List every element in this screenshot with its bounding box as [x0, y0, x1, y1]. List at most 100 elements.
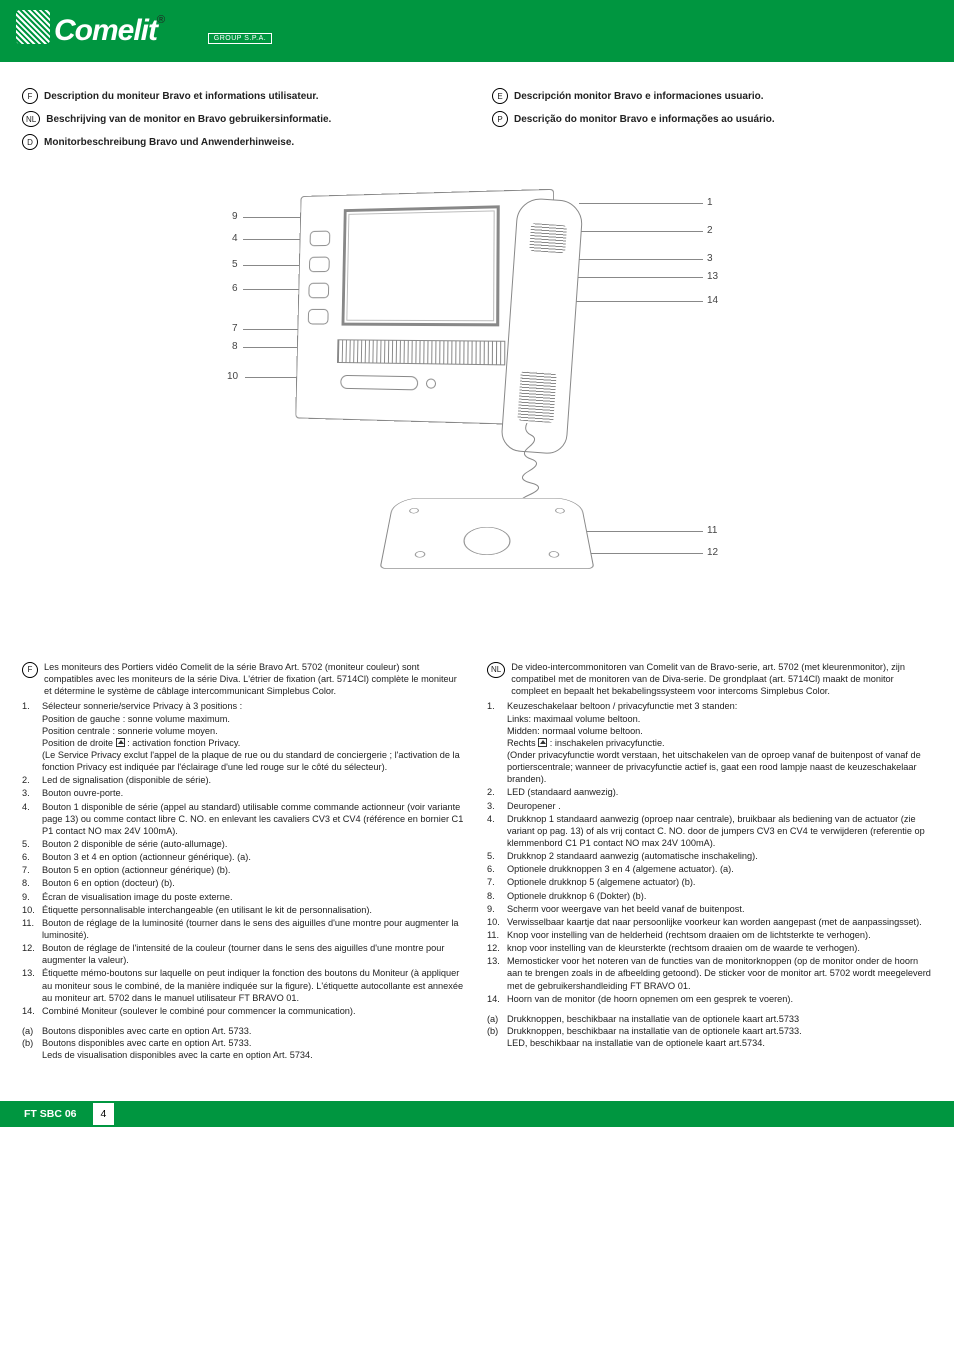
item-text: knop voor instelling van de kleursterkte…	[507, 943, 860, 953]
callout-label: 4	[232, 233, 238, 244]
title-line: NLBeschrijving van de monitor en Bravo g…	[22, 111, 462, 127]
brand-sub: GROUP S.P.A.	[208, 33, 272, 44]
item-text: Hoorn van de monitor (de hoorn opnemen o…	[507, 994, 793, 1004]
item-text: Bouton 6 en option (docteur) (b).	[42, 878, 175, 888]
callout-label: 1	[707, 197, 713, 208]
lang-badge: F	[22, 88, 38, 104]
callout-label: 7	[232, 323, 238, 334]
footnote-text: Drukknoppen, beschikbaar na installatie …	[507, 1014, 799, 1024]
speaker-grille	[337, 339, 505, 365]
item-text: Verwisselbaar kaartje dat naar persoonli…	[507, 917, 922, 927]
intro-text: De video-intercommonitoren van Comelit v…	[511, 661, 932, 697]
list-item: 11.Bouton de réglage de la luminosité (t…	[42, 917, 467, 941]
item-text: Étiquette personnalisable interchangeabl…	[42, 905, 372, 915]
list-item: 6.Optionele drukknoppen 3 en 4 (algemene…	[507, 863, 932, 875]
title-row: F Description du moniteur Bravo et inform…	[22, 88, 932, 157]
callout-label: 12	[707, 547, 718, 558]
footnotes-fr: (a)Boutons disponibles avec carte en opt…	[22, 1025, 467, 1061]
led	[426, 378, 436, 388]
side-buttons	[307, 231, 332, 336]
page-content: F Description du moniteur Bravo et inform…	[0, 62, 954, 1061]
footnote: (a)Drukknoppen, beschikbaar na installat…	[507, 1013, 932, 1025]
intro-text: Les moniteurs des Portiers vidéo Comelit…	[44, 661, 467, 697]
list-item: 10.Étiquette personnalisable interchange…	[42, 904, 467, 916]
column-nl: NL De video-intercommonitoren van Comeli…	[487, 661, 932, 1061]
item-text: Scherm voor weergave van het beeld vanaf…	[507, 904, 745, 914]
footnote-text: Drukknoppen, beschikbaar na installatie …	[507, 1026, 802, 1048]
registered-mark: ®	[157, 14, 165, 26]
callout-label: 9	[232, 211, 238, 222]
lang-badge: E	[492, 88, 508, 104]
list-item: 12.knop voor instelling van de kleurster…	[507, 942, 932, 954]
list-item: 7.Optionele drukknop 5 (algemene actuato…	[507, 876, 932, 888]
list-item: 9.Écran de visualisation image du poste …	[42, 891, 467, 903]
list-item: 8.Bouton 6 en option (docteur) (b).	[42, 877, 467, 889]
callout-label: 13	[707, 271, 718, 282]
item-text: Bouton 5 en option (actionneur générique…	[42, 865, 230, 875]
mounting-bracket	[380, 498, 595, 569]
list-item: 10.Verwisselbaar kaartje dat naar persoo…	[507, 916, 932, 928]
title-line: E Descripción monitor Bravo e informacion…	[492, 88, 932, 104]
item-text: Led de signalisation (disponible de séri…	[42, 775, 211, 785]
item-text: Sélecteur sonnerie/service Privacy à 3 p…	[42, 701, 460, 772]
item-text: Optionele drukknoppen 3 en 4 (algemene a…	[507, 864, 734, 874]
title-text: Descripción monitor Bravo e informacione…	[514, 91, 764, 102]
monitor-screen	[342, 205, 500, 326]
lang-badge: NL	[487, 662, 505, 678]
list-item: 7.Bouton 5 en option (actionneur génériq…	[42, 864, 467, 876]
callout-label: 11	[707, 525, 717, 536]
title-text: Beschrijving van de monitor en Bravo geb…	[46, 114, 331, 125]
titles-right: E Descripción monitor Bravo e informacion…	[492, 88, 932, 157]
page-footer: FT SBC 06 4	[0, 1101, 954, 1127]
intro-nl: NL De video-intercommonitoren van Comeli…	[487, 661, 932, 697]
title-line: DMonitorbeschreibung Bravo und Anwenderh…	[22, 134, 462, 150]
list-item: 13.Memosticker voor het noteren van de f…	[507, 955, 932, 991]
list-item: 6.Bouton 3 et 4 en option (actionneur gé…	[42, 851, 467, 863]
list-item: 14.Combiné Moniteur (soulever le combiné…	[42, 1005, 467, 1017]
list-item: 11.Knop voor instelling van de helderhei…	[507, 929, 932, 941]
privacy-icon	[116, 738, 125, 747]
brand-name: Comelit	[54, 14, 157, 47]
title-line: F Description du moniteur Bravo et inform…	[22, 88, 462, 104]
callout-label: 5	[232, 259, 238, 270]
footnote: (b)Boutons disponibles avec carte en opt…	[42, 1037, 467, 1061]
titles-left: F Description du moniteur Bravo et inform…	[22, 88, 462, 157]
item-text: Memosticker voor het noteren van de func…	[507, 956, 931, 990]
footnote: (b)Drukknoppen, beschikbaar na installat…	[507, 1025, 932, 1049]
item-text: Knop voor instelling van de helderheid (…	[507, 930, 871, 940]
item-text: Keuzeschakelaar beltoon / privacyfunctie…	[507, 701, 921, 784]
lang-badge: P	[492, 111, 508, 127]
footnote-text: Boutons disponibles avec carte en option…	[42, 1038, 313, 1060]
list-item: 2.LED (standaard aanwezig).	[507, 786, 932, 798]
item-text: Drukknop 2 standaard aanwezig (automatis…	[507, 851, 758, 861]
list-fr: 1. Sélecteur sonnerie/service Privacy à …	[22, 700, 467, 1017]
item-text: Combiné Moniteur (soulever le combiné po…	[42, 1006, 356, 1016]
privacy-icon	[538, 738, 547, 747]
list-item: 14.Hoorn van de monitor (de hoorn opneme…	[507, 993, 932, 1005]
list-item: 4.Drukknop 1 standaard aanwezig (oproep …	[507, 813, 932, 849]
description-columns: F Les moniteurs des Portiers vidéo Comel…	[22, 661, 932, 1061]
item-text: Bouton de réglage de la luminosité (tour…	[42, 918, 458, 940]
selector	[340, 375, 418, 391]
list-item: 5.Drukknop 2 standaard aanwezig (automat…	[507, 850, 932, 862]
list-item: 8.Optionele drukknop 6 (Dokter) (b).	[507, 890, 932, 902]
list-item: 13.Étiquette mémo-boutons sur laquelle o…	[42, 967, 467, 1003]
device-diagram: 9 4 5 6 7 8 10 1 2 3 13 14	[137, 171, 817, 631]
footnote: (a)Boutons disponibles avec carte en opt…	[42, 1025, 467, 1037]
item-text: Optionele drukknop 5 (algemene actuator)…	[507, 877, 695, 887]
callout-label: 10	[227, 371, 238, 382]
title-text: Descrição do monitor Bravo e informações…	[514, 114, 775, 125]
footnote-text: Boutons disponibles avec carte en option…	[42, 1026, 251, 1036]
title-text: Description du moniteur Bravo et informa…	[44, 91, 318, 102]
item-text: Deuropener .	[507, 801, 561, 811]
item-text: Étiquette mémo-boutons sur laquelle on p…	[42, 968, 463, 1002]
title-text: Monitorbeschreibung Bravo und Anwenderhi…	[44, 137, 294, 148]
callout-label: 3	[707, 253, 713, 264]
list-item: 5.Bouton 2 disponible de série (auto-all…	[42, 838, 467, 850]
callout-label: 2	[707, 225, 713, 236]
item-text: Optionele drukknop 6 (Dokter) (b).	[507, 891, 646, 901]
callout-label: 8	[232, 341, 238, 352]
list-item: 1. Keuzeschakelaar beltoon / privacyfunc…	[507, 700, 932, 785]
item-text: Bouton de réglage de l'intensité de la c…	[42, 943, 444, 965]
brand-header: Comelit® GROUP S.P.A.	[0, 0, 954, 62]
